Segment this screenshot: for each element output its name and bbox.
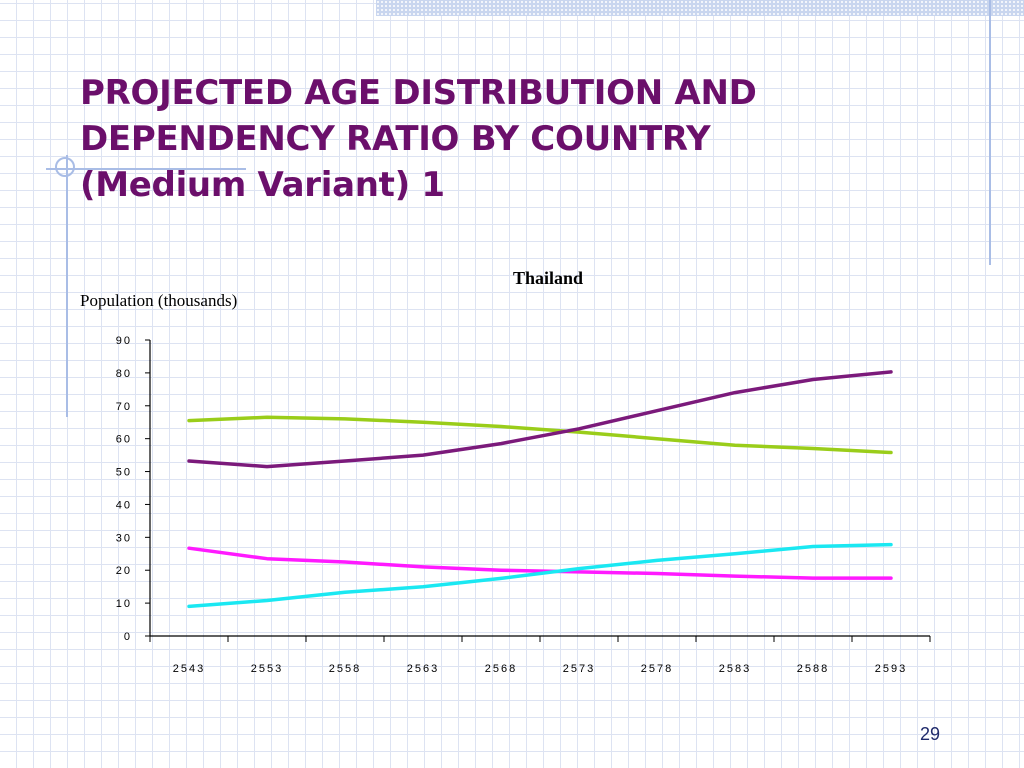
- y-tick-label: 80: [116, 368, 132, 380]
- x-tick-label: 2553: [251, 663, 283, 675]
- y-tick-label: 70: [116, 401, 132, 413]
- y-tick-label: 30: [116, 532, 132, 544]
- slide-title-line-1: PROJECTED AGE DISTRIBUTION AND: [80, 73, 757, 113]
- y-axis-label: Population (thousands): [80, 291, 237, 310]
- top-decorative-band: [376, 0, 1024, 16]
- x-tick-label: 2588: [797, 663, 829, 675]
- x-tick-label: 2593: [875, 663, 907, 675]
- y-tick-label: 60: [116, 434, 132, 446]
- series-line-4: [187, 542, 893, 609]
- y-tick-label: 20: [116, 565, 132, 577]
- x-tick-label: 2543: [173, 663, 205, 675]
- series-line-3: [187, 546, 893, 580]
- decorative-vertical-line-right: [989, 0, 991, 265]
- y-tick-label: 50: [116, 467, 132, 479]
- slide-title: PROJECTED AGE DISTRIBUTION AND DEPENDENC…: [80, 70, 960, 208]
- y-tick-label: 10: [116, 598, 132, 610]
- slide-title-line-3: (Medium Variant) 1: [80, 165, 445, 205]
- chart-title: Thailand: [513, 268, 583, 288]
- x-tick-label: 2583: [719, 663, 751, 675]
- x-tick-label: 2558: [329, 663, 361, 675]
- page-number: 29: [919, 724, 940, 744]
- chart-axes: 90 80 70 60 50 40 30 20 10 0 2543 2553 2558 2563 2568 2…: [116, 335, 931, 675]
- x-tick-label: 2573: [563, 663, 595, 675]
- series-line-2: [187, 370, 893, 469]
- decorative-vertical-line-left: [66, 155, 68, 417]
- y-tick-label: 40: [116, 499, 132, 511]
- decorative-horizontal-line: [46, 168, 246, 170]
- x-tick-label: 2568: [485, 663, 517, 675]
- x-tick-label: 2563: [407, 663, 439, 675]
- decorative-circle: [55, 157, 75, 177]
- slide-title-line-2: DEPENDENCY RATIO BY COUNTRY: [80, 119, 711, 159]
- y-tick-label: 90: [116, 335, 132, 347]
- y-tick-label: 0: [124, 631, 132, 643]
- chart-series: [187, 370, 893, 609]
- x-tick-label: 2578: [641, 663, 673, 675]
- series-line-1: [187, 415, 893, 455]
